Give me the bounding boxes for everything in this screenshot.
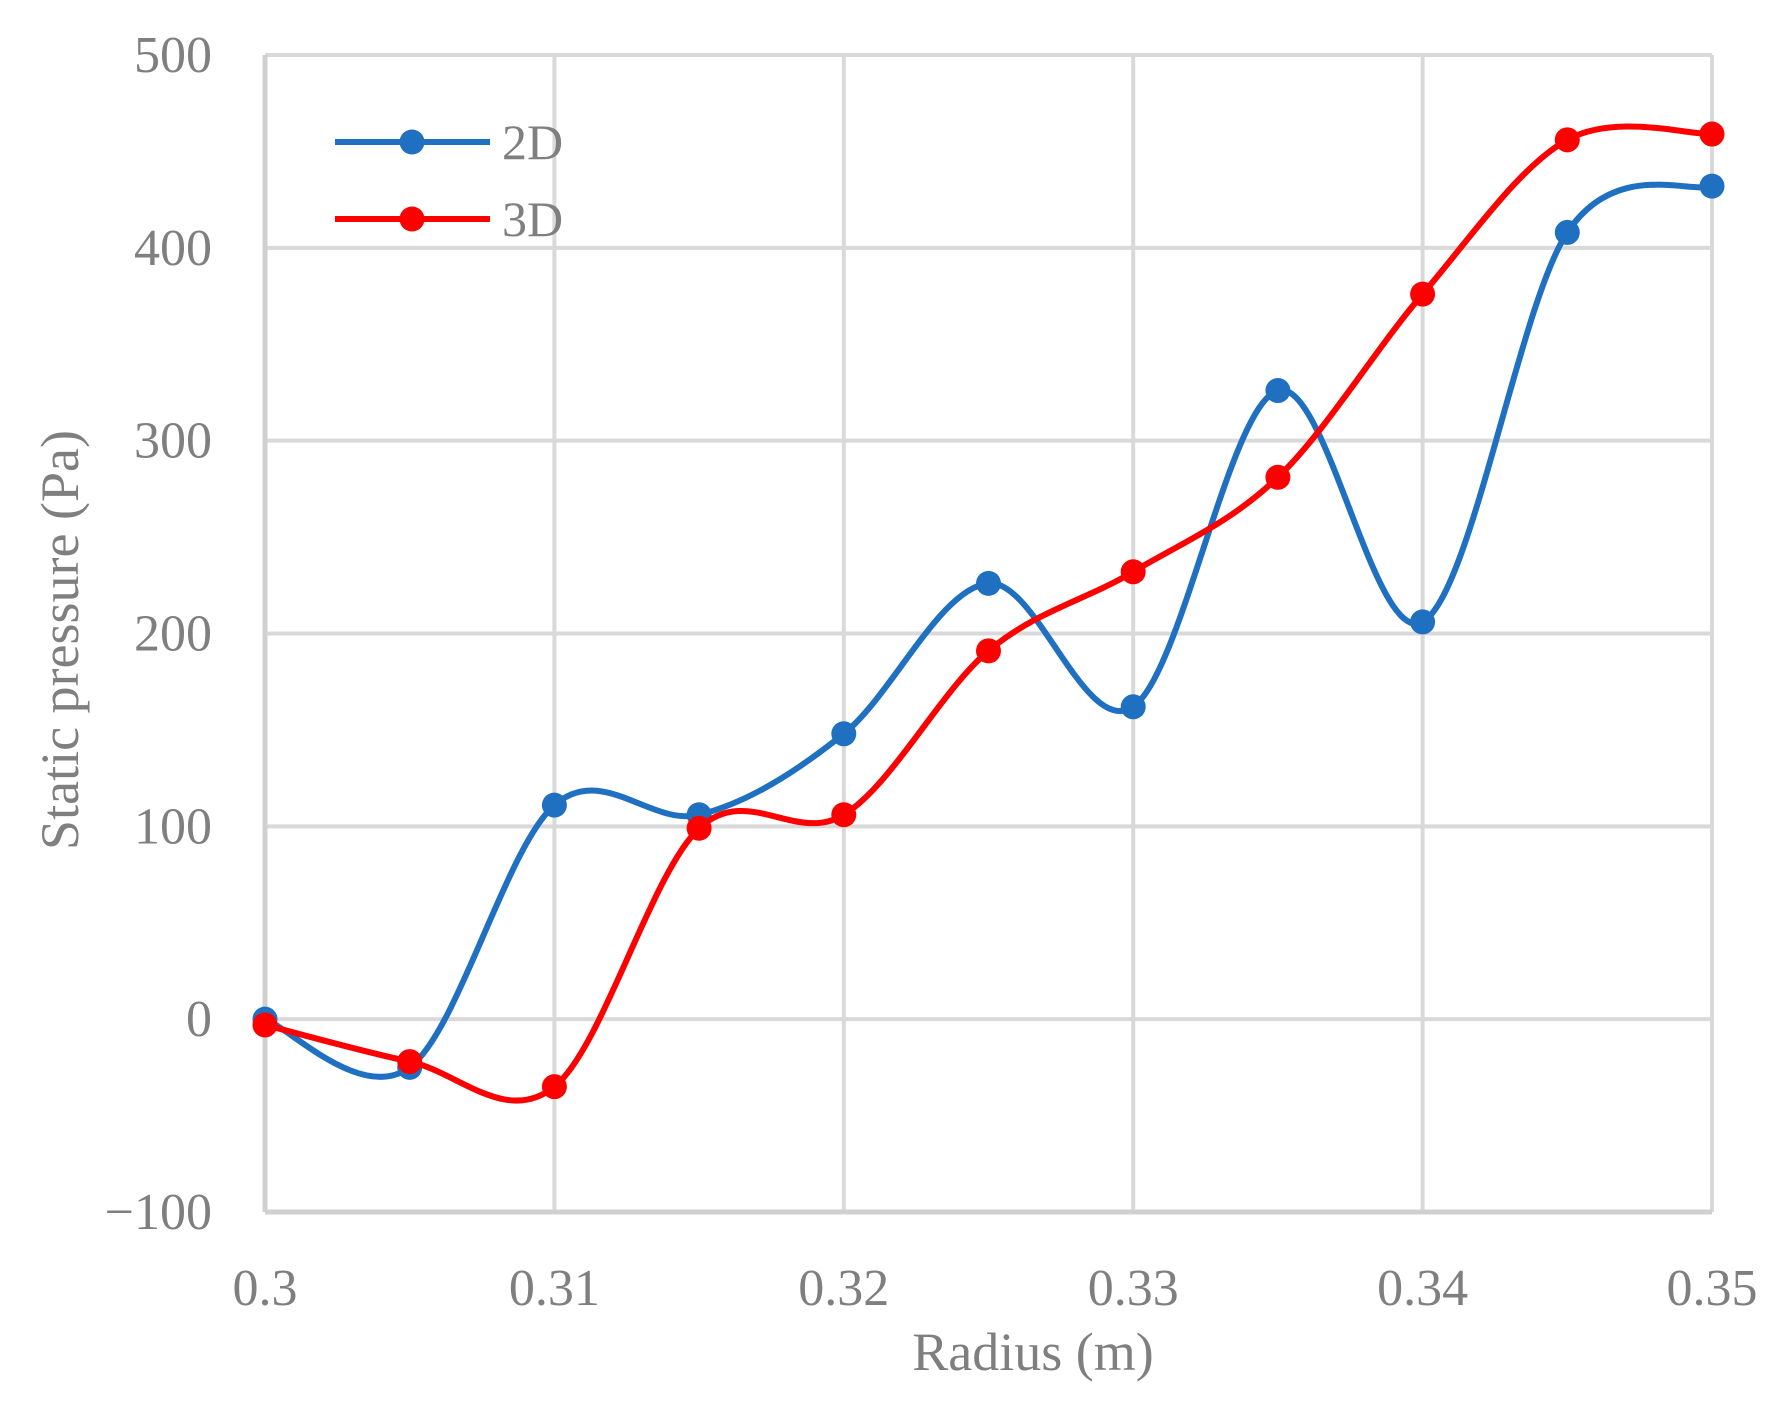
x-tick-label: 0.35	[1667, 1260, 1758, 1317]
data-point-2D	[1554, 219, 1580, 245]
data-point-2D	[1120, 694, 1146, 720]
x-axis-title: Radius (m)	[912, 1322, 1153, 1382]
data-point-3D	[1699, 121, 1725, 147]
legend-label: 2D	[502, 114, 563, 170]
x-tick-label: 0.32	[798, 1260, 889, 1317]
data-point-2D	[1699, 173, 1725, 199]
data-point-3D	[1120, 559, 1146, 585]
series-2D	[252, 173, 1725, 1080]
data-point-3D	[686, 815, 712, 841]
y-tick-label: 500	[134, 27, 212, 84]
legend-label: 3D	[502, 191, 563, 247]
y-tick-label: 300	[134, 413, 212, 470]
data-point-2D	[976, 570, 1001, 596]
data-point-3D	[831, 802, 857, 828]
legend-marker	[399, 129, 425, 155]
y-axis-title: Static pressure (Pa)	[30, 430, 90, 850]
data-point-2D	[1265, 378, 1291, 404]
series-line-2D	[263, 181, 1713, 1080]
x-tick-label: 0.3	[233, 1260, 298, 1317]
x-tick-labels: 0.3 0.31 0.32 0.33 0.34 0.35	[233, 1260, 1758, 1317]
legend-item-2D: 2D	[335, 114, 563, 170]
legend-marker	[399, 206, 425, 232]
data-point-3D	[252, 1012, 278, 1038]
data-point-3D	[541, 1074, 567, 1100]
grid	[263, 53, 1714, 1214]
data-point-3D	[1410, 281, 1436, 307]
x-tick-label: 0.34	[1377, 1260, 1468, 1317]
data-point-2D	[1410, 609, 1436, 635]
data-point-3D	[1265, 464, 1291, 490]
data-point-2D	[541, 792, 567, 818]
series-line-3D	[264, 123, 1713, 1104]
series	[252, 121, 1725, 1104]
y-tick-labels: −100 0 100 200 300 400 500	[105, 27, 212, 1241]
y-tick-label: 400	[134, 220, 212, 277]
y-tick-label: −100	[105, 1184, 212, 1241]
x-tick-label: 0.33	[1088, 1260, 1179, 1317]
data-point-3D	[397, 1049, 423, 1075]
data-point-2D	[831, 721, 857, 747]
data-point-3D	[1554, 127, 1580, 153]
data-point-3D	[976, 638, 1001, 664]
legend-item-3D: 3D	[335, 191, 563, 247]
y-tick-label: 200	[134, 606, 212, 663]
x-tick-label: 0.31	[509, 1260, 600, 1317]
y-tick-label: 100	[134, 798, 212, 855]
series-3D	[252, 121, 1725, 1104]
y-tick-label: 0	[186, 991, 212, 1048]
